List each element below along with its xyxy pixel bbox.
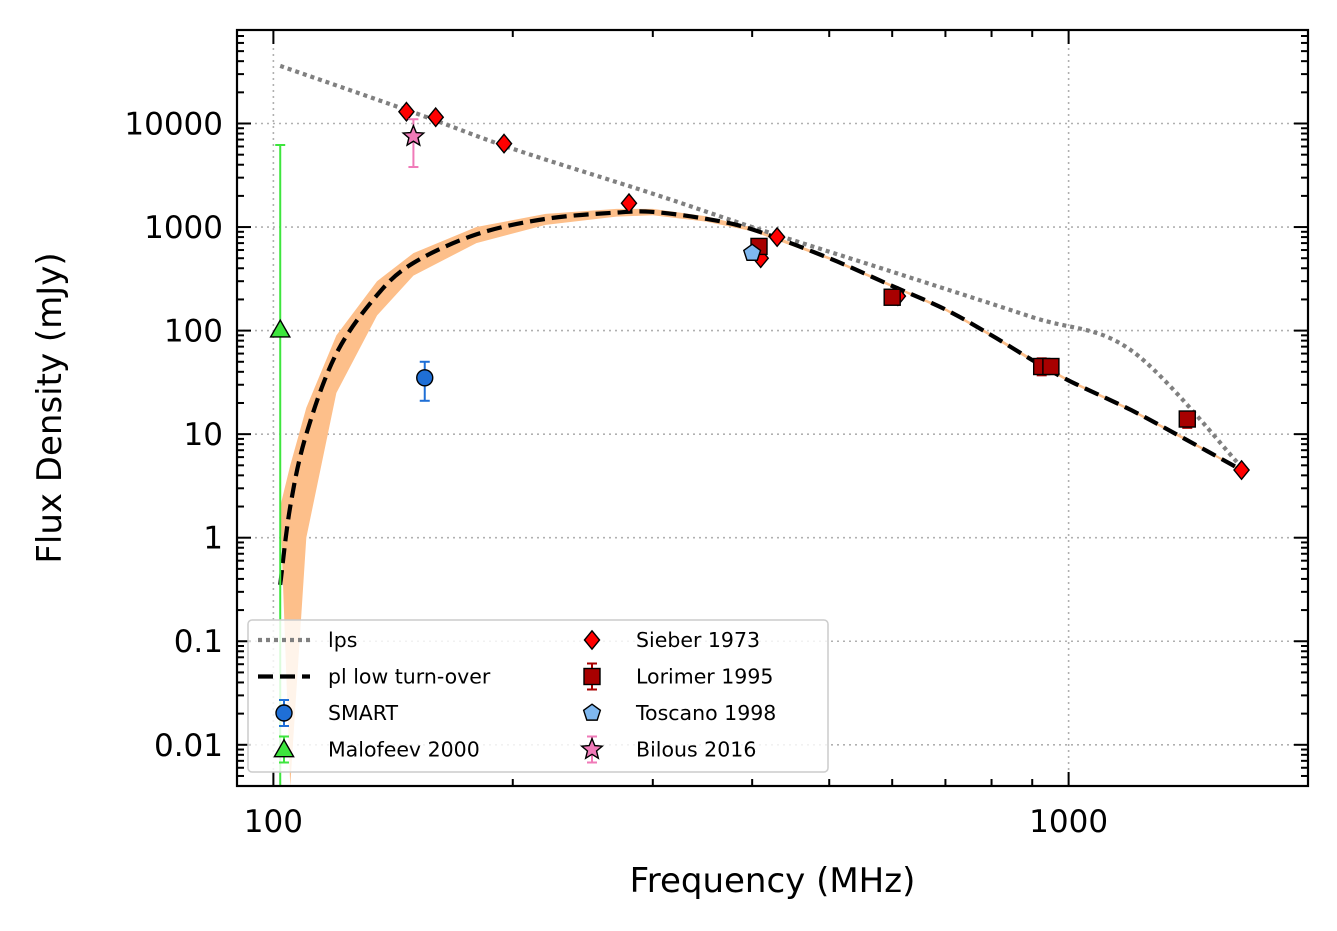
y-axis-title: Flux Density (mJy) xyxy=(30,252,70,563)
data-points xyxy=(269,101,1251,786)
lps-model-line xyxy=(279,63,1244,469)
y-tick-label: 10000 xyxy=(124,107,223,143)
legend-entry: SMART xyxy=(275,699,398,727)
legend-label: Bilous 2016 xyxy=(636,738,756,762)
legend-entry: Bilous 2016 xyxy=(579,735,756,764)
x-tick-label: 1000 xyxy=(1029,804,1108,840)
legend-label: Lorimer 1995 xyxy=(636,665,773,689)
bilous-2016-point xyxy=(401,123,426,147)
legend-label: pl low turn-over xyxy=(328,665,491,689)
legend-box xyxy=(247,619,829,773)
x-tick-label: 100 xyxy=(244,804,303,840)
legend-entry: lps xyxy=(258,628,357,652)
sieber-1973-point xyxy=(397,101,415,123)
legend-label: Malofeev 2000 xyxy=(328,738,480,762)
y-tick-label: 1 xyxy=(203,521,223,557)
axis-ticks xyxy=(236,29,1309,787)
lorimer-1995-point xyxy=(883,288,901,306)
legend-entry: pl low turn-over xyxy=(258,665,491,689)
malofeev-2000-point xyxy=(269,318,292,338)
y-tick-label: 1000 xyxy=(144,210,223,246)
sieber-1973-point xyxy=(1233,459,1251,481)
y-tick-label: 0.01 xyxy=(154,728,223,764)
toscano-1998-point xyxy=(742,243,762,261)
lorimer-1995-point xyxy=(1042,357,1060,376)
y-tick-label: 100 xyxy=(164,314,223,350)
sieber-1973-point xyxy=(768,226,786,248)
sieber-1973-point xyxy=(620,192,638,214)
legend-marker xyxy=(579,736,605,760)
legend-entry: Toscano 1998 xyxy=(582,701,776,725)
legend: lps pl low turn-over SMART Malofeev 2000 Sie… xyxy=(247,619,829,773)
x-axis-title: Frequency (MHz) xyxy=(630,861,916,901)
tick-labels: 100 1000 0.01 0.1 1 10 100 1000 10000 xyxy=(124,107,1108,840)
legend-marker xyxy=(583,629,601,651)
legend-entry: Sieber 1973 xyxy=(583,628,760,652)
sieber-1973-point xyxy=(427,106,445,128)
legend-entry: Lorimer 1995 xyxy=(583,662,773,691)
plot-frame xyxy=(235,28,1310,788)
lorimer-1995-point xyxy=(1178,410,1196,428)
legend-entry: Malofeev 2000 xyxy=(273,735,480,764)
legend-label: Sieber 1973 xyxy=(636,628,760,652)
legend-marker xyxy=(275,704,293,722)
y-tick-label: 10 xyxy=(184,417,223,453)
smart-point xyxy=(416,369,434,387)
legend-label: Toscano 1998 xyxy=(635,701,776,725)
legend-marker xyxy=(583,667,601,686)
y-tick-label: 0.1 xyxy=(174,624,223,660)
sieber-1973-point xyxy=(495,133,513,154)
legend-label: SMART xyxy=(328,701,398,725)
legend-marker xyxy=(273,738,295,758)
legend-label: lps xyxy=(328,628,357,652)
legend-marker xyxy=(582,703,602,721)
